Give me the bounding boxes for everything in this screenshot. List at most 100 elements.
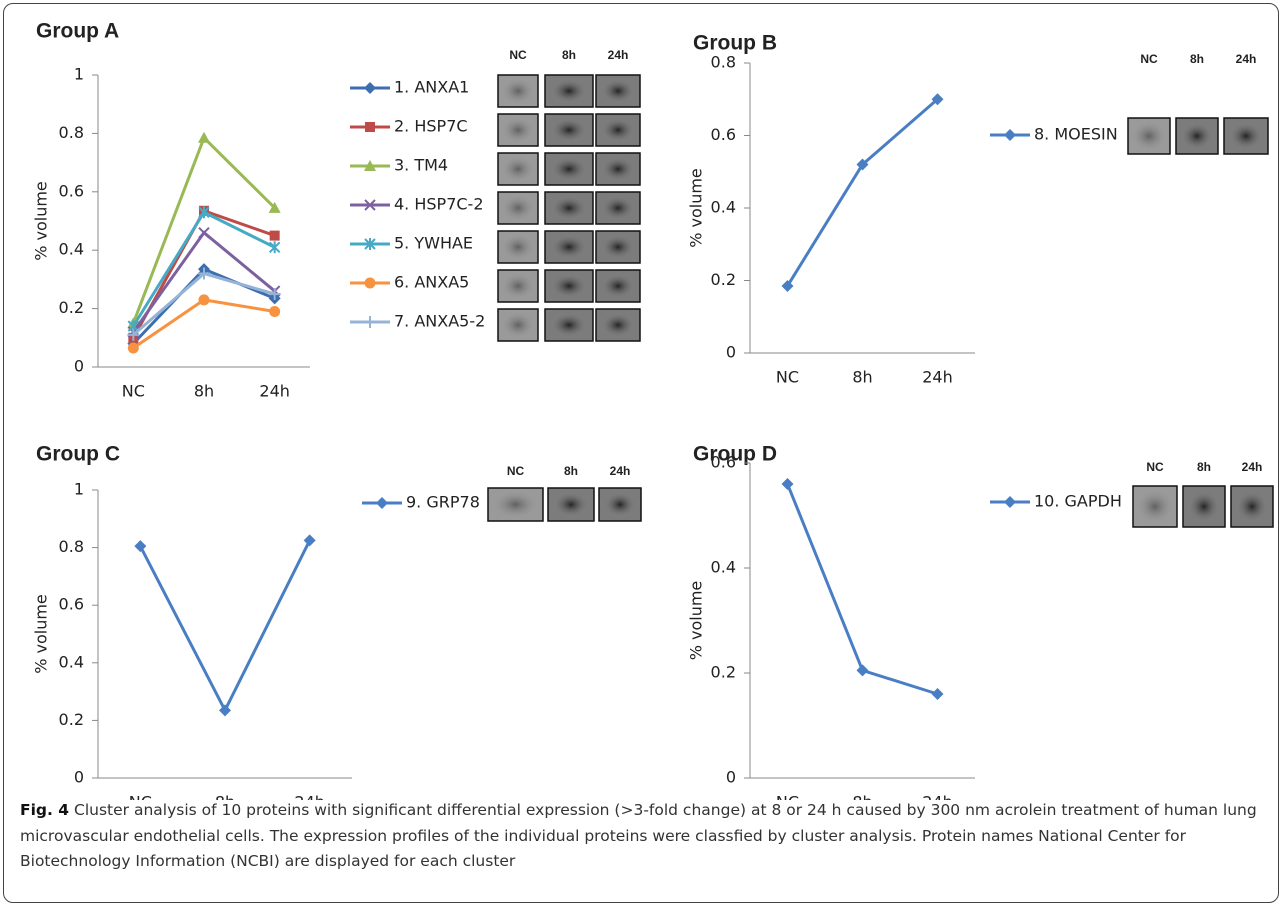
legend-label: 4. HSP7C-2	[394, 195, 484, 214]
blot-spot	[600, 195, 635, 221]
marker	[364, 82, 376, 94]
legend-label: 7. ANXA5-2	[394, 312, 485, 331]
blot-label: NC	[507, 464, 525, 478]
marker	[376, 497, 388, 509]
blot-spot	[600, 234, 635, 260]
blot-spot	[1132, 122, 1166, 151]
blot-spot	[600, 312, 635, 338]
y-tick-label: 0.4	[711, 558, 736, 577]
y-axis-label: % volume	[687, 168, 706, 248]
figure: Group A % volume 0 0.2 0.4 0.6 0.8 1 NC 8h 24h 1. A…	[0, 0, 1284, 908]
blot-label: NC	[509, 48, 527, 62]
blot-spot	[550, 273, 588, 299]
y-axis-label: % volume	[32, 181, 51, 261]
series-line	[788, 484, 938, 694]
blot-spot	[600, 78, 635, 104]
y-tick-label: 0.2	[711, 270, 736, 289]
caption-text: Cluster analysis of 10 proteins with sig…	[20, 801, 1257, 870]
blot-spot	[502, 78, 534, 104]
marker	[219, 704, 231, 716]
marker	[198, 132, 210, 143]
blot-spot	[502, 234, 534, 260]
blot-label: 8h	[1197, 460, 1211, 474]
caption-label: Fig. 4	[20, 801, 69, 819]
marker	[782, 478, 794, 490]
y-tick-label: 0.4	[59, 652, 84, 671]
blot-spot	[1137, 490, 1172, 523]
blot-spot	[502, 156, 534, 182]
blot-spot	[494, 491, 538, 517]
charts: Group A % volume 0 0.2 0.4 0.6 0.8 1 NC 8h 24h 1. A…	[0, 0, 1284, 800]
x-tick-label: 24h	[259, 382, 290, 401]
blot-label: NC	[1146, 460, 1164, 474]
y-tick-label: 0.4	[59, 240, 84, 259]
y-tick-label: 0.4	[711, 198, 736, 217]
blot-spot	[550, 156, 588, 182]
marker	[128, 343, 139, 354]
chart-title: Group A	[36, 20, 119, 43]
legend-label: 3. TM4	[394, 156, 448, 175]
y-tick-label: 0.2	[711, 663, 736, 682]
x-tick-label: 8h	[194, 382, 214, 401]
y-tick-label: 0	[726, 768, 736, 787]
blot-spot	[553, 491, 590, 517]
caption: Fig. 4 Cluster analysis of 10 proteins w…	[20, 798, 1260, 875]
legend-label: 9. GRP78	[406, 493, 480, 512]
blot-label: 8h	[564, 464, 578, 478]
y-tick-label: 0	[74, 357, 84, 376]
x-tick-label: NC	[776, 368, 799, 387]
chart-title: Group B	[693, 32, 777, 55]
marker	[932, 688, 944, 700]
blot-spot	[1180, 122, 1214, 151]
blot-spot	[550, 117, 588, 143]
legend-label: 8. MOESIN	[1034, 125, 1118, 144]
marker	[199, 294, 210, 305]
marker	[1004, 496, 1016, 508]
blot-spot	[502, 117, 534, 143]
series-line	[133, 300, 274, 348]
blot-spot	[502, 195, 534, 221]
blot-spot	[550, 195, 588, 221]
blot-label: 24h	[610, 464, 631, 478]
blot-label: 24h	[1236, 52, 1257, 66]
y-tick-label: 0.6	[711, 125, 736, 144]
series-line	[140, 540, 309, 710]
y-tick-label: 0	[74, 768, 84, 787]
y-tick-label: 1	[74, 65, 84, 84]
x-tick-label: 24h	[922, 368, 953, 387]
blot-spot	[550, 312, 588, 338]
marker	[270, 231, 280, 241]
y-axis-label: % volume	[687, 581, 706, 661]
chart-title: Group C	[36, 443, 120, 466]
marker	[1004, 129, 1016, 141]
blot-spot	[550, 78, 588, 104]
y-tick-label: 0.8	[59, 123, 84, 142]
blot-spot	[550, 234, 588, 260]
legend-label: 5. YWHAE	[394, 234, 473, 253]
blot-spot	[600, 273, 635, 299]
x-tick-label: NC	[122, 382, 145, 401]
blot-label: 8h	[1190, 52, 1204, 66]
legend-label: 2. HSP7C	[394, 117, 468, 136]
blot-spot	[502, 273, 534, 299]
blot-label: 8h	[562, 48, 576, 62]
blot-spot	[502, 312, 534, 338]
legend-label: 6. ANXA5	[394, 273, 469, 292]
marker	[199, 228, 209, 238]
y-tick-label: 0.6	[59, 181, 84, 200]
y-tick-label: 0	[726, 343, 736, 362]
x-tick-label: 8h	[852, 368, 872, 387]
blot-spot	[1228, 122, 1263, 151]
y-tick-label: 0.2	[59, 710, 84, 729]
blot-label: NC	[1140, 52, 1158, 66]
marker	[270, 241, 280, 253]
blot-label: 24h	[608, 48, 629, 62]
y-tick-label: 0.6	[59, 595, 84, 614]
legend-label: 10. GAPDH	[1034, 492, 1122, 511]
y-tick-label: 0.8	[59, 537, 84, 556]
blot-spot	[1235, 490, 1269, 523]
legend-label: 1. ANXA1	[394, 78, 469, 97]
blot-spot	[600, 156, 635, 182]
y-axis-label: % volume	[32, 594, 51, 674]
y-tick-label: 1	[74, 480, 84, 499]
